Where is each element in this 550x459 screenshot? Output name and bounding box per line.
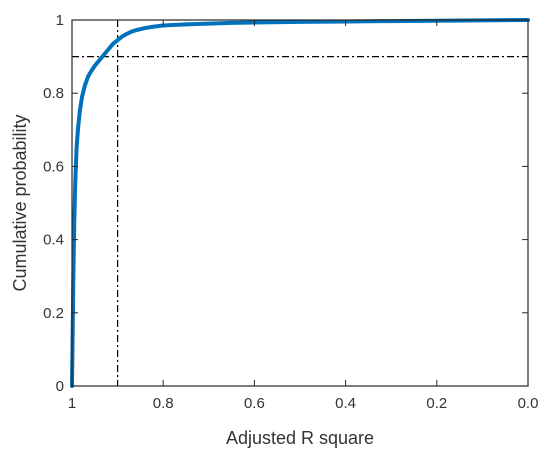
y-tick-label: 0.6 [43, 158, 64, 175]
y-tick-label: 0 [56, 378, 64, 395]
x-tick-label: 0.4 [335, 395, 356, 412]
y-tick-label: 0.8 [43, 85, 64, 102]
series-line-0 [70, 18, 530, 388]
x-tick-label: 0.2 [426, 395, 447, 412]
axis-ticks: 1 0.8 0.6 0.4 0.2 0.0 0 0.2 0.4 0.6 0.8 1 [43, 12, 538, 412]
x-tick-label: 0.6 [244, 395, 265, 412]
y-axis-title: Cumulative probability [10, 114, 30, 291]
y-tick-label: 1 [56, 12, 64, 29]
series-layer [70, 18, 530, 388]
y-tick-label: 0.4 [43, 232, 64, 249]
x-tick-label: 0.8 [153, 395, 174, 412]
x-axis-title: Adjusted R square [226, 428, 374, 448]
x-tick-label: 1 [68, 395, 76, 412]
reference-lines [72, 20, 528, 386]
x-tick-label: 0.0 [518, 395, 539, 412]
plot-frame [71, 19, 529, 387]
y-tick-label: 0.2 [43, 305, 64, 322]
